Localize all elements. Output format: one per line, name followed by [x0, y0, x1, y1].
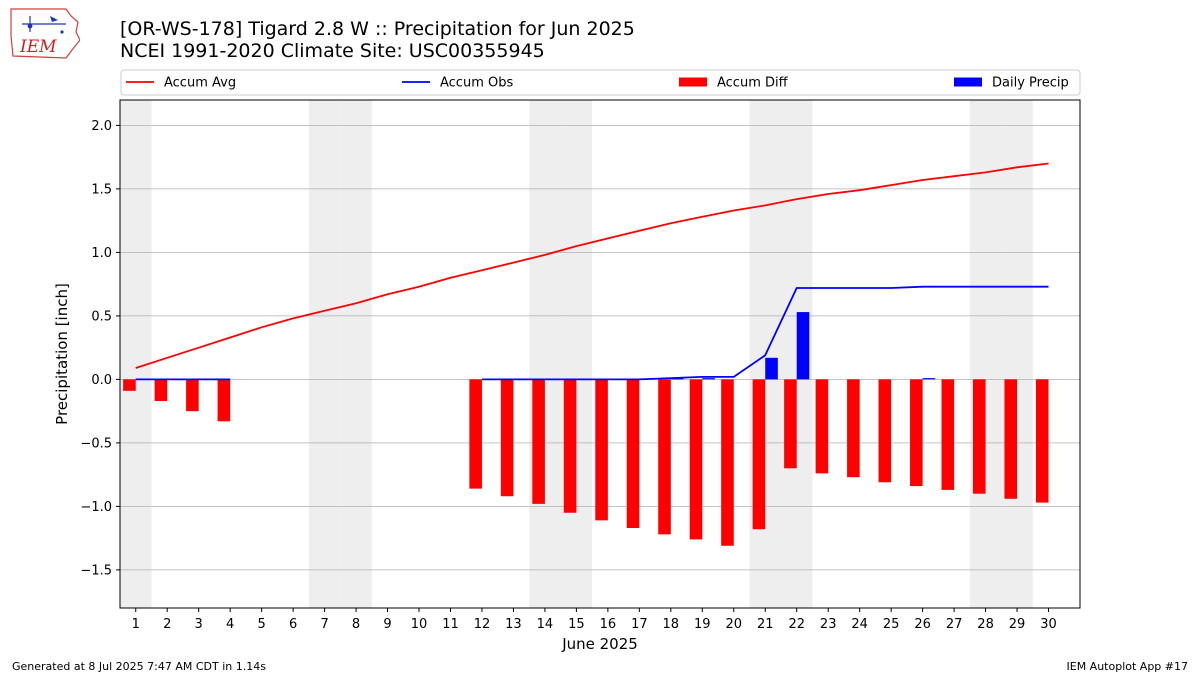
x-tick-label: 20 [725, 617, 742, 632]
weekend-band-day-7 [308, 100, 341, 608]
daily-precip-bar-day-22 [796, 312, 810, 380]
accum-diff-bar-day-20 [721, 379, 734, 546]
weekend-shading [120, 100, 1033, 608]
accum-diff-bar-day-15 [563, 379, 577, 513]
y-tick-label: 1.5 [91, 182, 112, 197]
x-tick-label: 5 [257, 617, 265, 632]
accum-diff-bar-day-12 [469, 379, 482, 489]
ticks: −1.5−1.0−0.50.00.51.01.52.01 2 3 4 5 6 7 8 9 10 11… [80, 119, 1056, 632]
weekend-band-day-14 [529, 100, 561, 608]
x-tick-label: 10 [411, 617, 428, 632]
x-tick-label: 8 [352, 617, 360, 632]
logo-text: IEM [19, 37, 57, 57]
accum-diff-bar-day-30 [1035, 379, 1049, 503]
x-tick-label: 16 [600, 617, 617, 632]
x-tick-label: 14 [537, 617, 554, 632]
accum-obs-line [482, 285, 1049, 381]
legend-swatch-accum-diff [679, 77, 707, 87]
weekend-band-day-8 [340, 100, 372, 608]
x-tick-label: 6 [289, 617, 297, 632]
iowa-outline-icon [10, 8, 80, 59]
x-tick-label: 7 [320, 617, 328, 632]
accum-avg-line [135, 162, 1049, 369]
x-tick-label: 3 [195, 617, 203, 632]
accum-diff-bar-day-3 [186, 379, 199, 412]
daily-precip-bar-day-19 [702, 378, 715, 380]
weekend-band-day-28 [969, 100, 1002, 608]
x-tick-label: 21 [757, 617, 774, 632]
legend-label-accum-avg: Accum Avg [164, 76, 236, 91]
accum-diff-bar-day-23 [815, 379, 829, 474]
accum-diff-bar-day-29 [1004, 379, 1018, 499]
iem-logo: IEM [10, 8, 80, 59]
accum-diff-bar-day-18 [658, 379, 671, 535]
x-tick-label: 13 [505, 617, 522, 632]
accum-diff-bar-day-17 [626, 379, 640, 528]
x-tick-label: 15 [568, 617, 585, 632]
accum-diff-bar-day-24 [847, 379, 860, 478]
x-tick-label: 22 [788, 617, 805, 632]
app-credit: IEM Autoplot App #17 [1066, 660, 1189, 673]
legend-frame [120, 69, 1081, 96]
weekend-band-day-15 [560, 100, 593, 608]
x-tick-label: 1 [132, 617, 140, 632]
plot-frame [119, 99, 1081, 609]
accum-diff-bar-day-13 [500, 379, 514, 497]
x-tick-label: 27 [946, 617, 963, 632]
y-tick-label: 2.0 [91, 119, 112, 134]
daily-precip-bar-day-18 [670, 378, 684, 380]
lines [135, 162, 1049, 381]
bars [123, 312, 1049, 546]
legend-swatch-daily-precip [954, 77, 982, 87]
legend-label-accum-obs: Accum Obs [440, 76, 513, 91]
x-tick-label: 18 [663, 617, 680, 632]
accum-diff-bar-day-19 [689, 379, 703, 540]
x-tick-label: 9 [383, 617, 391, 632]
accum-diff-bar-day-2 [154, 379, 168, 401]
daily-precip-bar-day-26 [922, 378, 936, 380]
accum-diff-bar-day-22 [784, 379, 797, 469]
accum-diff-bar-day-4 [217, 379, 231, 422]
y-tick-label: −0.5 [80, 436, 112, 451]
accum-diff-bar-day-28 [972, 379, 986, 494]
weekend-band-day-29 [1001, 100, 1033, 608]
chart-title: [OR-WS-178] Tigard 2.8 W :: Precipitatio… [120, 18, 635, 40]
accum-diff-bar-day-1 [123, 379, 136, 391]
x-tick-label: 25 [883, 617, 900, 632]
generated-timestamp: Generated at 8 Jul 2025 7:47 AM CDT in 1… [12, 660, 266, 673]
x-tick-label: 26 [914, 617, 931, 632]
x-tick-label: 24 [851, 617, 868, 632]
legend-label-accum-diff: Accum Diff [717, 76, 789, 91]
y-tick-label: 0.0 [91, 373, 112, 388]
daily-precip-bar-day-21 [765, 357, 778, 380]
y-tick-label: 1.0 [91, 246, 112, 261]
x-tick-label: 29 [1009, 617, 1026, 632]
accum-diff-bar-day-21 [752, 379, 766, 530]
accum-diff-bar-day-25 [878, 379, 892, 483]
chart-subtitle: NCEI 1991-2020 Climate Site: USC00355945 [120, 40, 545, 62]
x-tick-label: 19 [694, 617, 711, 632]
legend: Accum Avg Accum Obs Accum Diff Daily Precip [120, 69, 1081, 96]
weekend-band-day-1 [120, 100, 152, 608]
x-tick-label: 12 [474, 617, 491, 632]
x-tick-label: 11 [442, 617, 459, 632]
x-tick-label: 30 [1040, 617, 1057, 632]
accum-diff-bar-day-16 [595, 379, 608, 521]
x-tick-label: 17 [631, 617, 648, 632]
accum-diff-bar-day-14 [532, 379, 545, 504]
y-tick-label: −1.5 [80, 563, 112, 578]
x-tick-label: 4 [226, 617, 234, 632]
accum-diff-bar-day-26 [910, 379, 923, 487]
x-tick-label: 23 [820, 617, 837, 632]
legend-label-daily-precip: Daily Precip [992, 76, 1069, 91]
x-tick-label: 2 [163, 617, 171, 632]
y-tick-label: 0.5 [91, 309, 112, 324]
y-tick-label: −1.0 [80, 500, 112, 515]
y-axis-label: Precipitation [inch] [53, 283, 71, 425]
x-tick-label: 28 [977, 617, 994, 632]
x-axis-label: June 2025 [561, 635, 638, 653]
accum-diff-bar-day-27 [941, 379, 955, 490]
